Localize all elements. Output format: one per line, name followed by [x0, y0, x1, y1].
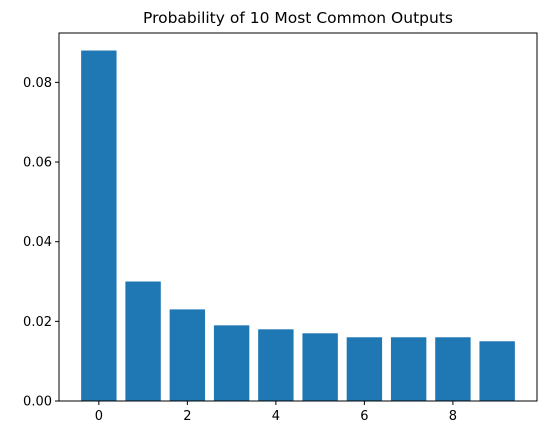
y-tick-label: 0.00 [23, 395, 52, 410]
x-tick-label: 6 [360, 409, 368, 424]
y-axis: 0.00 0.02 0.04 0.06 0.08 [23, 76, 59, 410]
y-tick-label: 0.02 [23, 315, 52, 330]
plot-frame [58, 32, 538, 402]
x-axis: 0 2 4 6 8 [95, 401, 457, 424]
x-tick-label: 4 [272, 409, 280, 424]
bar-7 [390, 337, 427, 401]
bar-5 [302, 333, 338, 401]
bar-4 [258, 329, 294, 401]
bar-1 [125, 281, 161, 401]
bar-2 [169, 309, 206, 401]
x-tick-label: 8 [449, 409, 457, 424]
bar-3 [213, 325, 250, 401]
chart-title: Probability of 10 Most Common Outputs [143, 9, 453, 27]
bars-group [81, 50, 515, 402]
y-tick-label: 0.06 [23, 156, 52, 171]
x-tick-label: 0 [95, 409, 103, 424]
bar-8 [435, 337, 471, 401]
y-tick-label: 0.04 [23, 235, 52, 250]
bar-9 [479, 341, 515, 401]
x-tick-label: 2 [183, 409, 191, 424]
bar-0 [81, 50, 117, 402]
bar-6 [346, 337, 383, 401]
y-tick-label: 0.08 [23, 76, 52, 91]
